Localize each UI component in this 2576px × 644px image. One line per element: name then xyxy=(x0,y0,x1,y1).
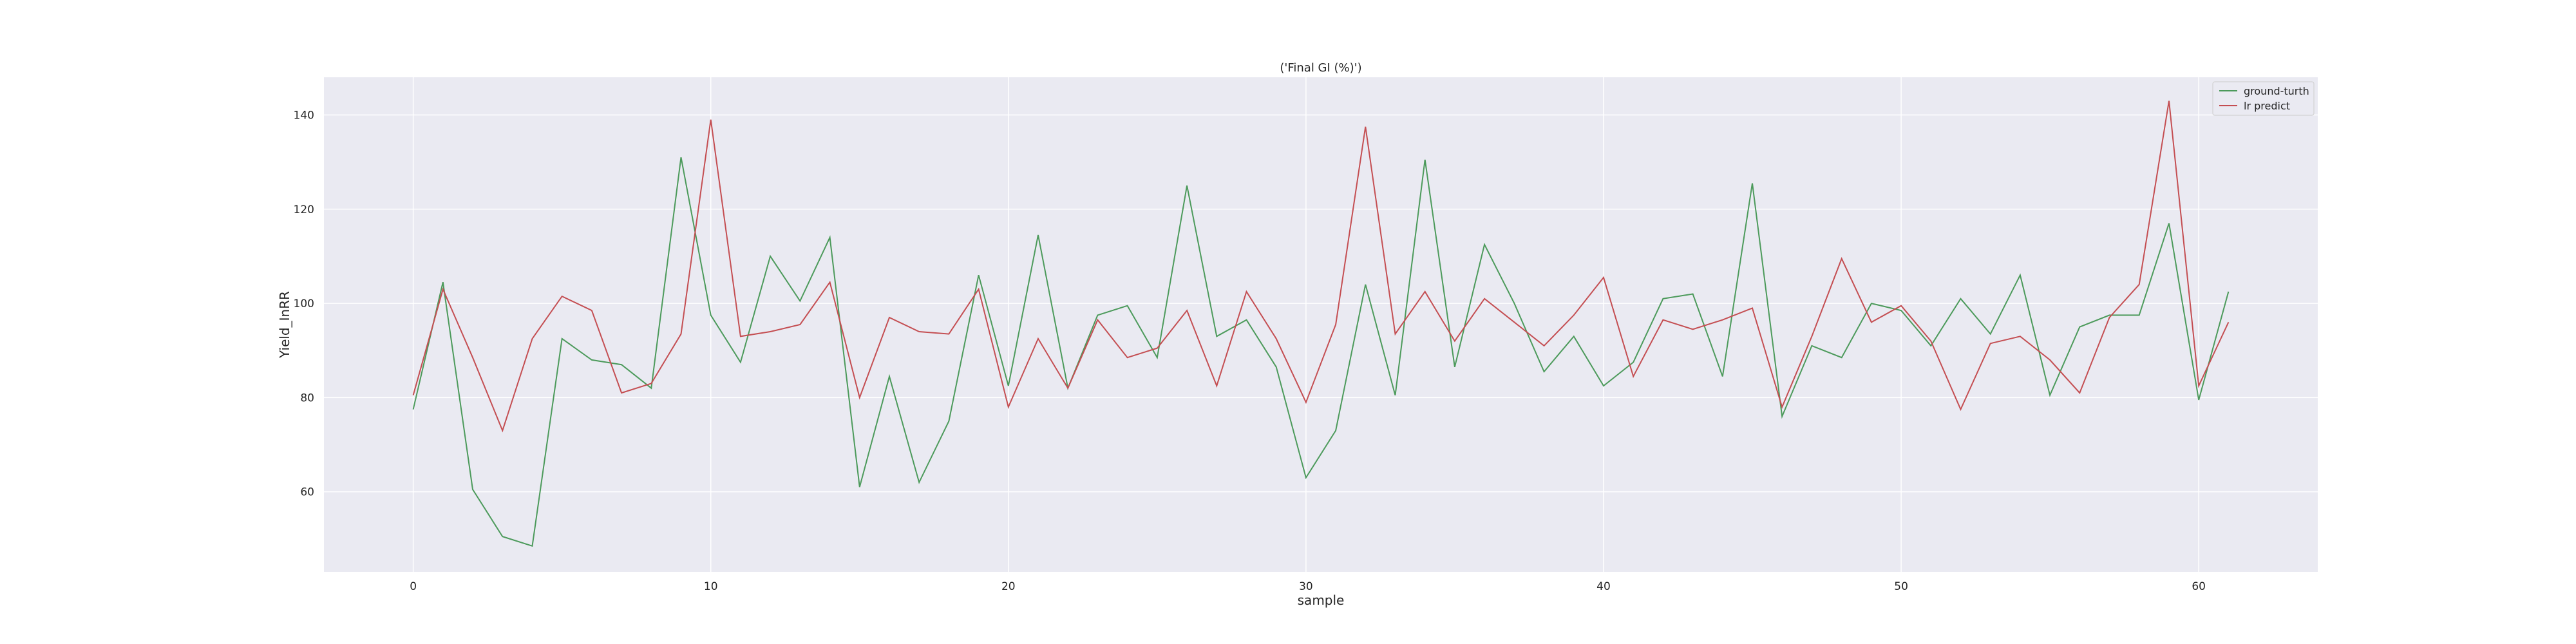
x-tick-labels: 0 10 20 30 40 50 60 xyxy=(410,580,2206,593)
legend-label-lr-predict: lr predict xyxy=(2244,100,2290,112)
y-tick-labels: 60 80 100 120 140 xyxy=(294,109,314,499)
legend: ground-turth lr predict xyxy=(2212,81,2315,116)
x-tick-label: 10 xyxy=(704,580,718,593)
x-tick-label: 30 xyxy=(1299,580,1313,593)
series-line-lr-predict xyxy=(412,100,2230,433)
y-tick-label: 60 xyxy=(300,486,314,499)
plot-background xyxy=(324,77,2318,572)
legend-label-ground-turth: ground-turth xyxy=(2244,85,2309,97)
series-line-ground-turth xyxy=(412,157,2230,547)
series-layer xyxy=(412,100,2230,547)
grid-lines xyxy=(324,77,2318,572)
x-tick-label: 0 xyxy=(410,580,417,593)
y-axis-label: Yield_InRR xyxy=(277,291,292,359)
y-tick-label: 120 xyxy=(294,204,314,216)
y-tick-label: 80 xyxy=(300,392,314,404)
y-tick-label: 100 xyxy=(294,298,314,310)
x-tick-label: 40 xyxy=(1596,580,1611,593)
x-axis-label: sample xyxy=(1298,592,1345,608)
x-tick-label: 20 xyxy=(1001,580,1016,593)
x-tick-label: 60 xyxy=(2192,580,2206,593)
chart-title: ('Final GI (%)') xyxy=(1280,61,1361,75)
y-tick-label: 140 xyxy=(294,109,314,122)
x-tick-label: 50 xyxy=(1894,580,1908,593)
legend-box xyxy=(2212,81,2315,116)
